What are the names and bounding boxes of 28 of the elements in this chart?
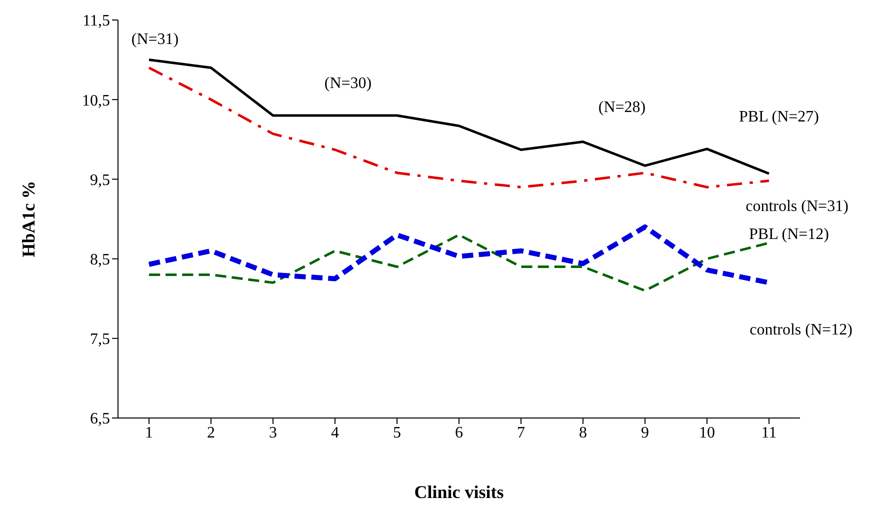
x-tick-label: 11	[761, 424, 777, 442]
x-tick-label: 4	[331, 424, 339, 442]
x-tick-label: 8	[579, 424, 587, 442]
series-label: controls (N=31)	[746, 198, 848, 215]
x-tick-label: 5	[393, 424, 401, 442]
x-tick-label: 7	[517, 424, 525, 442]
x-tick-label: 6	[455, 424, 463, 442]
x-tick-label: 1	[145, 424, 153, 442]
x-tick-label: 2	[207, 424, 215, 442]
y-tick-label: 9,5	[90, 172, 110, 189]
series-label: PBL (N=12)	[749, 226, 829, 243]
y-tick-label: 11,5	[82, 12, 110, 30]
y-axis-title: HbA1c %	[18, 180, 38, 258]
annotation: (N=28)	[598, 99, 646, 117]
y-tick-label: 10,5	[82, 92, 110, 110]
y-tick-label: 8,5	[90, 251, 110, 268]
line-series	[148, 58, 770, 175]
line-series	[148, 66, 770, 188]
y-tick-label: 7,5	[90, 331, 110, 348]
annotation: (N=31)	[131, 31, 179, 49]
x-tick-label: 9	[641, 424, 649, 442]
x-tick-label: 3	[269, 424, 277, 442]
y-tick-label: 6,5	[90, 410, 110, 428]
text: PBL (N=27)	[739, 108, 819, 126]
x-tick-label: 10	[699, 424, 715, 442]
text: controls (N=12)	[750, 322, 852, 339]
x-axis-title: Clinic visits	[414, 482, 504, 502]
annotation: (N=30)	[324, 75, 372, 93]
